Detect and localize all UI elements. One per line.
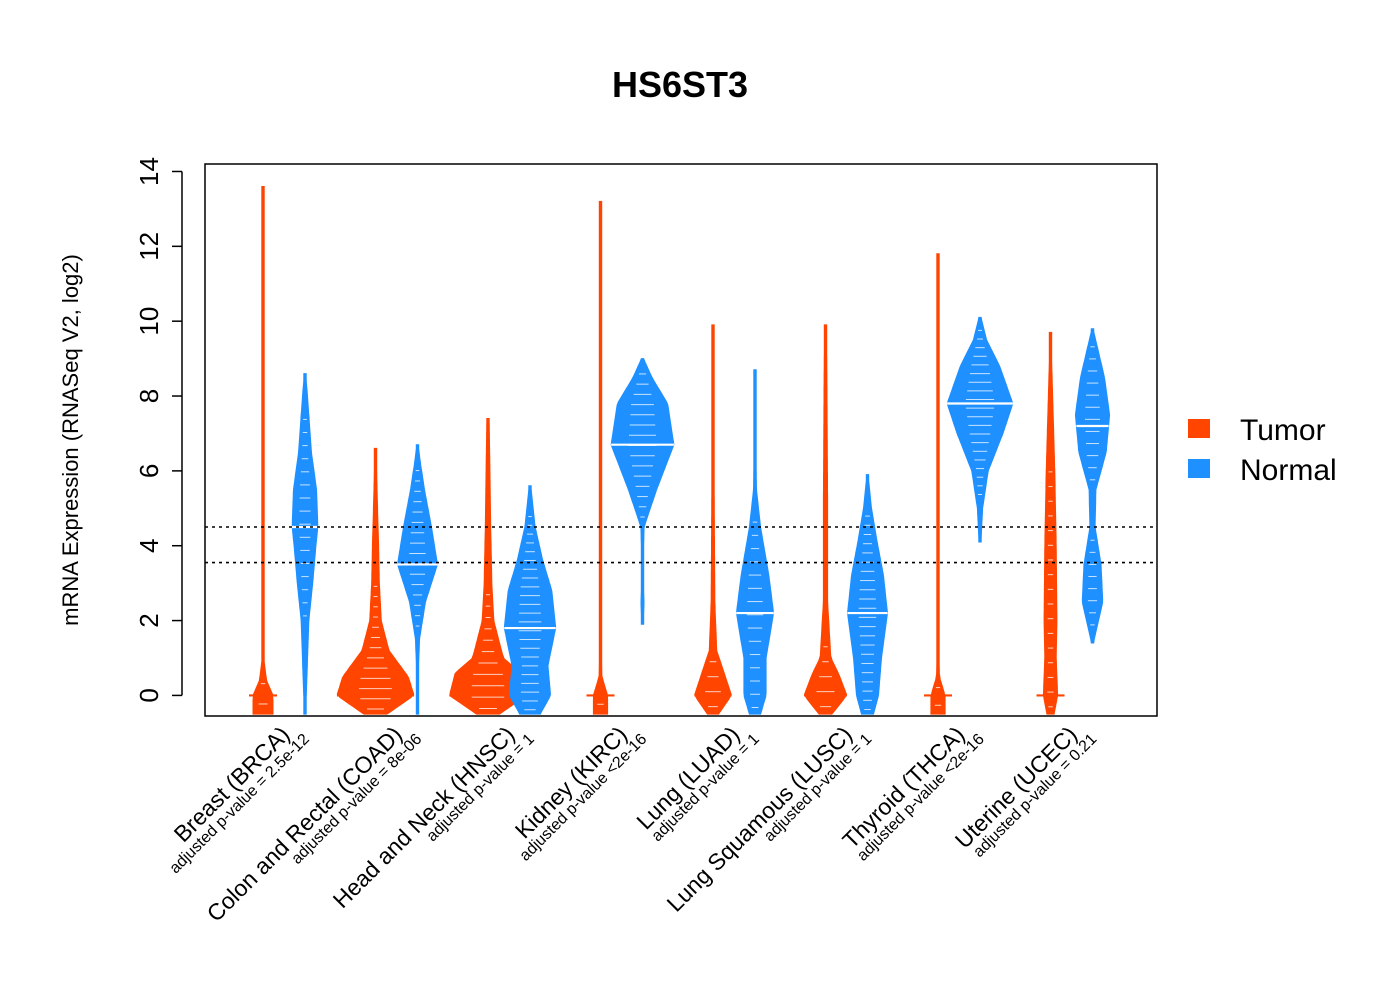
violin-body-tumor	[930, 253, 946, 715]
legend-swatch-normal	[1188, 459, 1210, 478]
y-tick-label: 14	[134, 157, 164, 186]
y-tick-label: 2	[134, 613, 164, 627]
violin-body-tumor	[1042, 331, 1059, 715]
violin-tumor-6	[924, 253, 952, 715]
violin-normal-4	[736, 369, 774, 715]
violin-tumor-4	[694, 324, 732, 715]
violin-body-normal	[397, 444, 438, 715]
violin-tumor-3	[586, 200, 615, 715]
violin-body-normal	[946, 316, 1014, 543]
violin-body-normal	[736, 369, 774, 715]
y-tick-label: 4	[134, 538, 164, 552]
y-axis: 0 2 4 6 8 10 12 14	[134, 157, 183, 703]
violin-normal-3	[610, 358, 675, 625]
violin-body-tumor	[694, 324, 732, 715]
violin-normal-5	[847, 474, 888, 715]
y-tick-label: 12	[134, 232, 164, 261]
legend-swatch-tumor	[1188, 419, 1210, 438]
violin-tumor-7	[1036, 331, 1065, 715]
violin-body-tumor	[803, 324, 848, 715]
x-category-label-2: Head and Neck (HNSC)	[328, 721, 520, 913]
violin-tumor-0	[249, 186, 277, 715]
violin-normal-6	[946, 316, 1014, 543]
plot-content	[249, 186, 1111, 715]
violin-body-normal	[610, 358, 675, 625]
legend-label-normal: Normal	[1240, 454, 1337, 487]
violin-normal-1	[397, 444, 438, 715]
plot-frame	[204, 163, 1158, 717]
violin-body-tumor	[252, 186, 274, 715]
legend: Tumor Normal	[1188, 414, 1337, 487]
x-category-label-5: Lung Squamous (LUSC)	[661, 721, 857, 917]
y-axis-label: mRNA Expression (RNASeq V2, log2)	[58, 254, 83, 626]
violin-body-normal	[291, 373, 319, 715]
violin-tumor-1	[336, 447, 415, 715]
chart-title: HS6ST3	[612, 64, 748, 105]
x-category-label-1: Colon and Rectal (COAD)	[202, 721, 407, 926]
y-tick-label: 0	[134, 688, 164, 702]
violin-normal-2	[503, 485, 557, 715]
violin-body-normal	[847, 474, 888, 715]
legend-label-tumor: Tumor	[1240, 414, 1326, 447]
violin-normal-0	[291, 373, 319, 715]
violin-body-tumor	[336, 447, 415, 715]
x-category-label-0: Breast (BRCA)	[169, 721, 295, 847]
violin-body-tumor	[449, 418, 527, 715]
violin-body-tumor	[592, 200, 609, 715]
y-tick-label: 10	[134, 307, 164, 336]
y-tick-label: 6	[134, 464, 164, 478]
violin-normal-7	[1074, 328, 1111, 644]
violin-body-normal	[503, 485, 557, 715]
violin-tumor-5	[803, 324, 848, 715]
violin-body-normal	[1074, 328, 1111, 644]
y-tick-label: 8	[134, 389, 164, 403]
